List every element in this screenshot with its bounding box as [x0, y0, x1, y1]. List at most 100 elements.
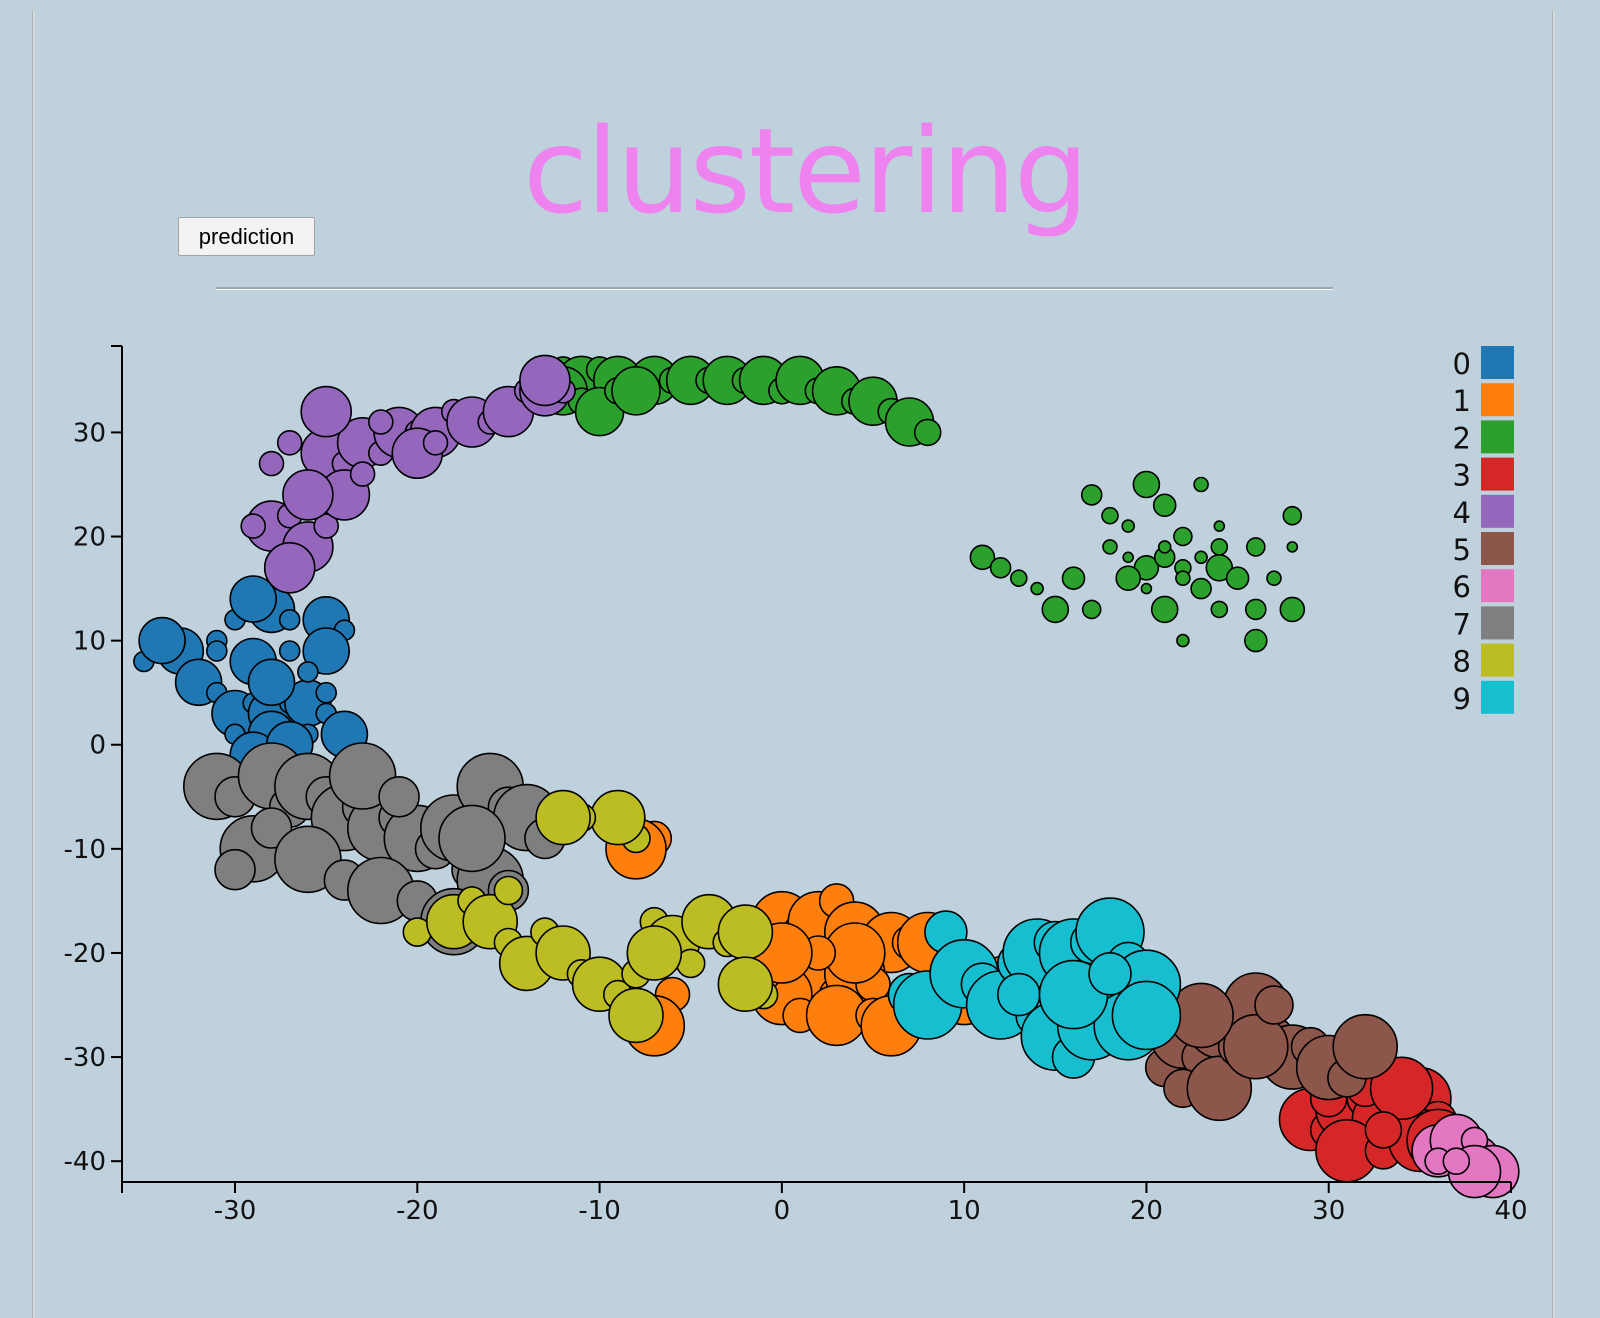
point-cluster-2 — [1101, 506, 1119, 525]
point-cluster-8 — [717, 904, 774, 960]
point-cluster-3 — [1369, 1056, 1434, 1121]
point-cluster-2 — [1115, 565, 1141, 592]
x-tick-label: 0 — [774, 1196, 791, 1226]
point-cluster-4 — [276, 429, 303, 456]
point-cluster-8 — [493, 875, 524, 906]
point-cluster-0 — [247, 658, 296, 707]
point-cluster-0 — [278, 640, 301, 662]
point-cluster-4 — [349, 461, 376, 487]
point-cluster-5 — [1254, 985, 1294, 1025]
legend-swatch-9 — [1481, 680, 1514, 714]
point-cluster-3 — [1364, 1111, 1403, 1149]
y-tick-label: -40 — [64, 1147, 106, 1177]
point-cluster-2 — [1210, 600, 1229, 619]
y-tick-label: -30 — [64, 1043, 106, 1073]
legend-label-3: 3 — [1453, 459, 1471, 493]
point-cluster-2 — [1190, 577, 1212, 600]
point-cluster-2 — [1132, 470, 1161, 499]
points-layer — [133, 354, 1520, 1199]
point-cluster-7 — [378, 775, 420, 818]
point-cluster-0 — [138, 616, 186, 665]
point-cluster-2 — [1194, 550, 1208, 565]
point-cluster-2 — [1009, 569, 1028, 588]
point-cluster-4 — [422, 429, 449, 456]
point-cluster-5 — [1223, 1013, 1289, 1080]
y-tick-label: 20 — [73, 523, 106, 553]
point-cluster-0 — [229, 575, 277, 623]
point-cluster-0 — [206, 640, 228, 662]
point-cluster-4 — [240, 513, 266, 539]
legend-label-0: 0 — [1453, 347, 1471, 381]
point-cluster-2 — [1150, 595, 1179, 624]
point-cluster-6 — [1442, 1147, 1471, 1175]
point-cluster-9 — [996, 972, 1041, 1017]
point-cluster-4 — [282, 469, 334, 521]
point-cluster-4 — [263, 541, 316, 594]
frame-left-border — [32, 10, 35, 1318]
legend-swatch-8 — [1481, 643, 1514, 677]
point-cluster-0 — [302, 627, 351, 675]
legend-label-8: 8 — [1453, 645, 1471, 679]
point-cluster-7 — [250, 807, 293, 849]
y-tick-label: 10 — [73, 627, 106, 657]
prediction-button[interactable]: prediction — [178, 217, 315, 256]
legend-label-2: 2 — [1453, 421, 1471, 455]
point-cluster-2 — [1122, 551, 1134, 564]
point-cluster-2 — [1080, 484, 1103, 506]
x-tick-label: 10 — [948, 1196, 981, 1226]
point-cluster-2 — [1061, 566, 1086, 591]
legend-swatch-1 — [1481, 383, 1514, 417]
point-cluster-0 — [278, 608, 301, 631]
point-cluster-2 — [611, 365, 661, 416]
point-cluster-2 — [989, 556, 1012, 579]
point-cluster-5 — [1332, 1013, 1398, 1080]
legend-label-5: 5 — [1453, 533, 1471, 567]
point-cluster-2 — [1157, 540, 1172, 554]
legend-swatch-5 — [1481, 532, 1514, 565]
legend-swatch-3 — [1481, 457, 1514, 491]
x-tick-label: -20 — [396, 1196, 438, 1226]
point-cluster-2 — [1245, 598, 1267, 621]
point-cluster-2 — [1175, 570, 1191, 587]
point-cluster-2 — [1173, 526, 1193, 547]
point-cluster-8 — [626, 925, 683, 981]
point-cluster-2 — [1152, 493, 1177, 518]
point-cluster-2 — [1121, 519, 1135, 533]
page-title: clustering — [523, 102, 1089, 240]
x-tick-label: 40 — [1494, 1196, 1527, 1226]
point-cluster-7 — [438, 804, 506, 873]
point-cluster-8 — [717, 956, 774, 1013]
point-cluster-2 — [1140, 582, 1153, 595]
point-cluster-2 — [1210, 538, 1229, 556]
point-cluster-4 — [313, 513, 340, 539]
legend-label-1: 1 — [1453, 384, 1471, 418]
point-cluster-2 — [1225, 566, 1250, 591]
point-cluster-2 — [1081, 599, 1102, 620]
point-cluster-2 — [1176, 633, 1190, 648]
point-cluster-2 — [1266, 570, 1282, 587]
point-cluster-2 — [1213, 520, 1226, 532]
point-cluster-2 — [1041, 595, 1070, 624]
point-cluster-8 — [589, 789, 646, 846]
point-cluster-2 — [1246, 537, 1266, 557]
divider — [216, 287, 1333, 290]
y-tick-label: -20 — [64, 939, 106, 969]
point-cluster-4 — [367, 409, 394, 435]
legend-label-4: 4 — [1453, 496, 1471, 530]
legend-label-7: 7 — [1453, 607, 1471, 641]
point-cluster-2 — [1286, 541, 1299, 553]
legend-swatch-4 — [1481, 494, 1514, 528]
point-cluster-2 — [1282, 505, 1303, 526]
y-tick-label: 0 — [89, 731, 106, 761]
point-cluster-2 — [1102, 539, 1118, 555]
point-cluster-2 — [1279, 596, 1306, 623]
point-cluster-9 — [1088, 951, 1132, 996]
point-cluster-2 — [1244, 628, 1268, 653]
point-cluster-8 — [608, 987, 664, 1044]
legend-swatch-0 — [1481, 346, 1514, 379]
point-cluster-9 — [1111, 980, 1182, 1051]
legend-label-9: 9 — [1453, 682, 1471, 716]
x-tick-label: 20 — [1130, 1196, 1163, 1226]
